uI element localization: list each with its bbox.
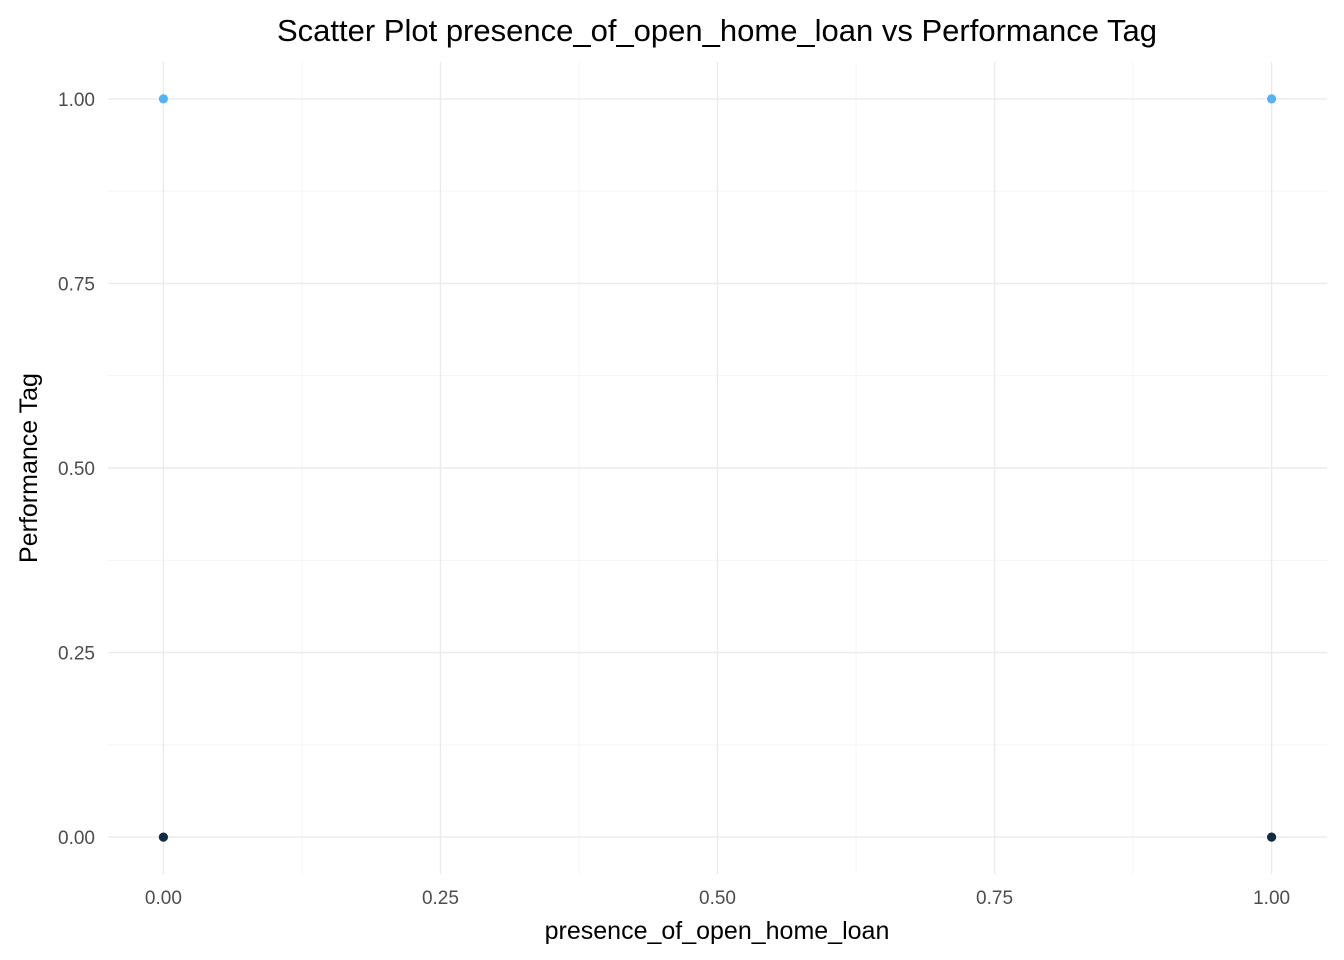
- y-axis-ticks: 0.00 0.25 0.50 0.75 1.00: [58, 90, 95, 849]
- data-points: [158, 94, 1277, 842]
- scatter-point: [158, 832, 169, 842]
- x-tick-label: 0.50: [699, 888, 736, 909]
- y-tick-label: 0.50: [58, 459, 95, 480]
- chart-title: Scatter Plot presence_of_open_home_loan …: [277, 13, 1157, 48]
- scatter-point: [1266, 94, 1277, 104]
- x-axis-ticks: 0.00 0.25 0.50 0.75 1.00: [145, 888, 1290, 909]
- y-axis-title: Performance Tag: [15, 373, 43, 563]
- x-axis-title: presence_of_open_home_loan: [545, 917, 890, 945]
- y-tick-label: 0.00: [58, 828, 95, 849]
- y-tick-label: 1.00: [58, 90, 95, 111]
- x-tick-label: 0.75: [976, 888, 1013, 909]
- x-tick-label: 0.25: [422, 888, 459, 909]
- x-tick-label: 0.00: [145, 888, 182, 909]
- scatter-point: [158, 94, 169, 104]
- scatter-point: [1266, 832, 1277, 842]
- y-tick-label: 0.75: [58, 274, 95, 295]
- y-tick-label: 0.25: [58, 644, 95, 665]
- x-tick-label: 1.00: [1253, 888, 1290, 909]
- grid-lines: [108, 62, 1327, 874]
